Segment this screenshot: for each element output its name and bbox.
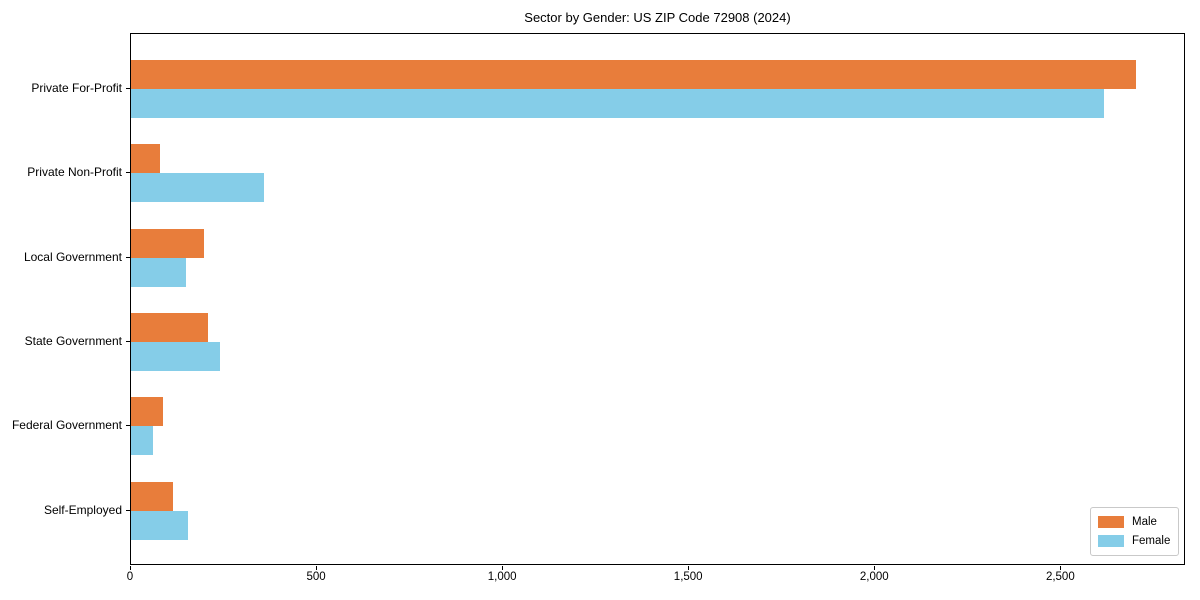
y-tick-label: Federal Government xyxy=(11,418,122,433)
y-tick-mark xyxy=(126,256,130,258)
bar-male-private-for-profit xyxy=(131,60,1136,89)
bar-female-private-non-profit xyxy=(131,173,265,203)
y-tick-label: Self-Employed xyxy=(43,502,122,517)
x-tick-label: 1,000 xyxy=(487,571,517,583)
y-tick-mark xyxy=(126,340,130,342)
x-tick-label: 2,500 xyxy=(1045,571,1075,583)
y-tick-label: Local Government xyxy=(23,249,122,264)
chart-title: Sector by Gender: US ZIP Code 72908 (202… xyxy=(524,10,791,25)
bar-female-state-government xyxy=(131,341,220,371)
legend-entry-male: Male xyxy=(1098,514,1170,530)
y-tick-mark xyxy=(126,88,130,89)
x-tick-label: 500 xyxy=(306,571,326,583)
x-tick-mark xyxy=(688,566,690,570)
x-tick-mark xyxy=(130,566,131,570)
bar-male-federal-government xyxy=(131,397,163,427)
legend-label-female: Female xyxy=(1132,535,1171,547)
y-tick-mark xyxy=(126,509,130,511)
bar-female-federal-government xyxy=(131,426,154,456)
plot-area xyxy=(130,33,1185,565)
y-tick-mark xyxy=(126,172,130,174)
x-tick-label: 1,500 xyxy=(673,571,703,583)
bar-female-local-government xyxy=(131,257,186,287)
bar-male-local-government xyxy=(131,228,204,258)
legend-label-male: Male xyxy=(1132,516,1157,528)
x-tick-label: 0 xyxy=(126,571,134,583)
x-tick-mark xyxy=(1060,566,1062,570)
bar-female-private-for-profit xyxy=(131,89,1105,118)
legend: Male Female xyxy=(1090,507,1179,556)
bar-female-self-employed xyxy=(131,510,188,540)
y-tick-mark xyxy=(126,425,130,427)
bar-male-private-non-profit xyxy=(131,144,161,174)
y-tick-label: Private For-Profit xyxy=(31,81,122,95)
y-tick-label: State Government xyxy=(24,333,122,348)
x-tick-mark xyxy=(874,566,876,570)
x-tick-label: 2,000 xyxy=(859,571,889,583)
legend-swatch-male xyxy=(1098,516,1124,528)
x-tick-mark xyxy=(502,566,504,570)
bar-male-self-employed xyxy=(131,481,174,511)
legend-swatch-female xyxy=(1098,535,1124,547)
y-tick-label: Private Non-Profit xyxy=(27,165,122,180)
x-tick-mark xyxy=(316,566,318,570)
legend-entry-female: Female xyxy=(1098,533,1170,549)
bar-male-state-government xyxy=(131,312,209,342)
